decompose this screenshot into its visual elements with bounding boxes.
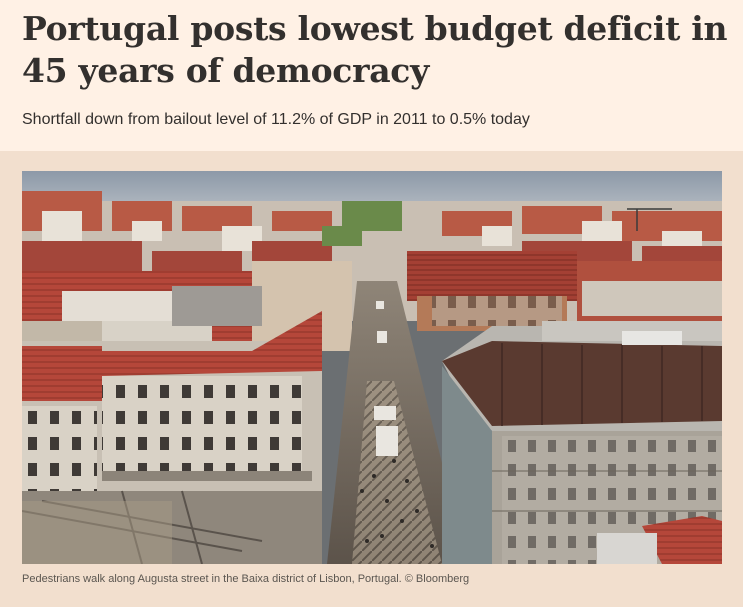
standfirst: Shortfall down from bailout level of 11.…: [22, 111, 530, 128]
article-header: Portugal posts lowest budget deficit in …: [0, 0, 743, 151]
headline: Portugal posts lowest budget deficit in …: [22, 9, 728, 90]
photo-caption: Pedestrians walk along Augusta street in…: [22, 573, 470, 585]
lisbon-street-photo: [22, 171, 722, 564]
article-photo: [22, 171, 722, 564]
